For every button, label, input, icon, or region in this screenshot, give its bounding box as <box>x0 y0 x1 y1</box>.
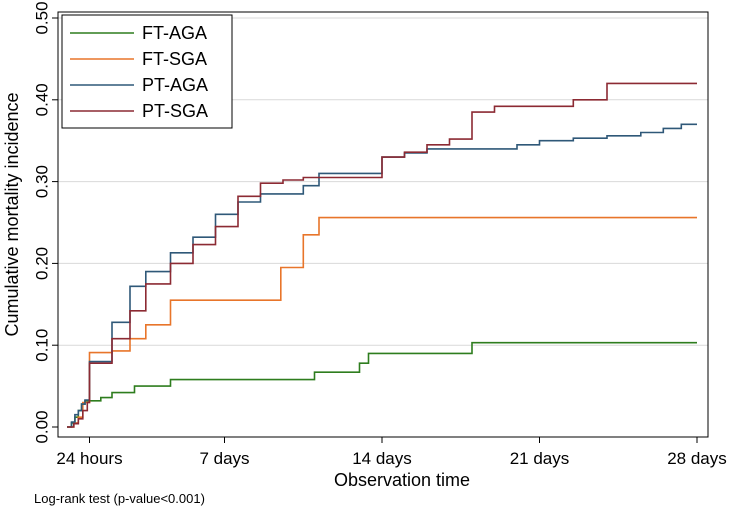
y-tick-label: 0.20 <box>33 247 52 280</box>
legend-box <box>61 14 233 129</box>
y-tick-label: 0.50 <box>33 1 52 34</box>
series-layer <box>67 82 697 428</box>
y-axis-title: Cumulative mortality incidence <box>2 92 22 336</box>
legend-label-pt-aga: PT-AGA <box>142 75 208 95</box>
log-rank-note: Log-rank test (p-value<0.001) <box>34 491 205 506</box>
x-tick-label: 24 hours <box>56 449 122 468</box>
y-tick-label: 0.00 <box>33 410 52 443</box>
series-line-pt-aga <box>67 123 697 428</box>
legend-label-ft-sga: FT-SGA <box>142 49 207 69</box>
legend-label-pt-sga: PT-SGA <box>142 101 208 121</box>
x-tick-label: 7 days <box>199 449 249 468</box>
series-line-pt-sga <box>67 82 697 428</box>
x-tick-label: 28 days <box>667 449 727 468</box>
y-tick-label: 0.30 <box>33 165 52 198</box>
legend: FT-AGA FT-SGA PT-AGA PT-SGA <box>61 14 233 129</box>
x-tick-label: 14 days <box>352 449 412 468</box>
x-tick-label: 21 days <box>510 449 570 468</box>
legend-label-ft-aga: FT-AGA <box>142 23 207 43</box>
x-axis-title: Observation time <box>334 470 470 490</box>
y-tick-label: 0.10 <box>33 329 52 362</box>
y-tick-label: 0.40 <box>33 83 52 116</box>
plot-area-frame <box>57 11 709 438</box>
axes: 0.00 0.10 0.20 0.30 0.40 0.50 24 hours 7 days 14… <box>33 1 727 468</box>
series-line-ft-aga <box>67 341 697 428</box>
